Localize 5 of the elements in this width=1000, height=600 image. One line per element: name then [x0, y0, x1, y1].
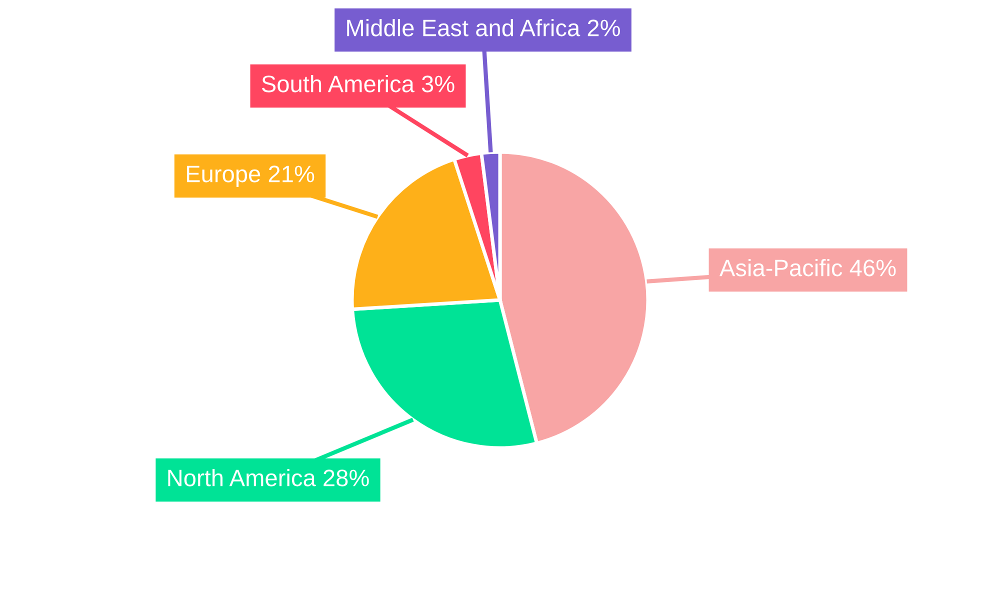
slice-label: Europe 21% [186, 166, 314, 188]
slice-label: South America 3% [262, 74, 454, 92]
slice-label: Asia-Pacific 46% [719, 258, 896, 276]
slice-label: North America 28% [168, 468, 369, 486]
slice-label: Middle East and Africa 2% [347, 18, 620, 36]
